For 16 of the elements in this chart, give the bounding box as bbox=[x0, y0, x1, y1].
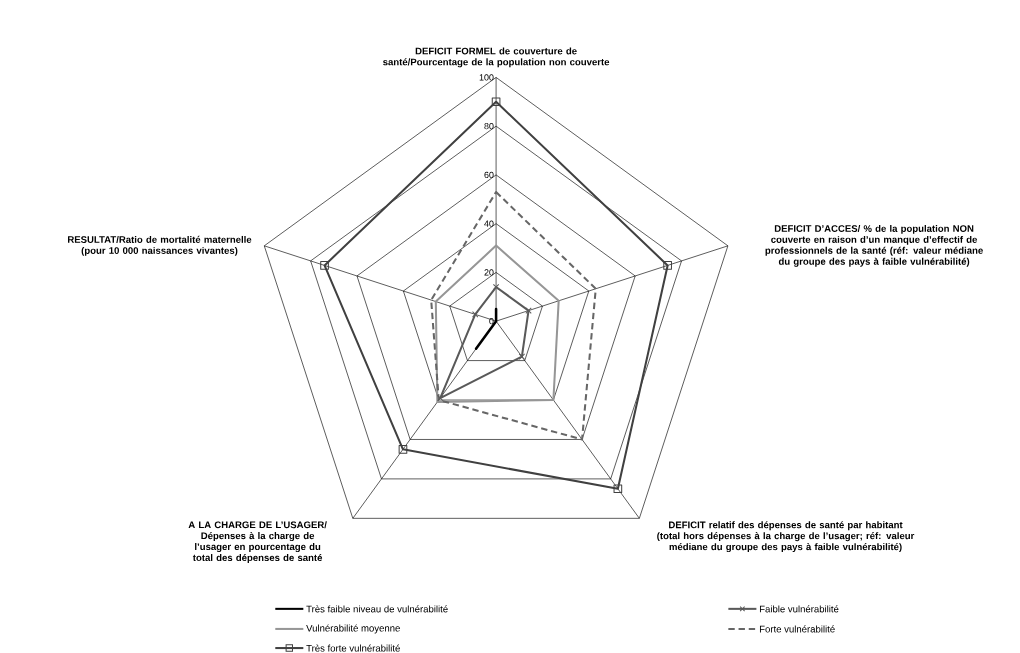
spoke-label: DEFICIT D’ACCES/ % de la population NON couverte en raison d’un manque d’effectif de professionnels de la santé (réf: valeur médiane du groupe des pays à faible vulnérabilité) bbox=[765, 224, 983, 267]
legend-label: Très faible niveau de vulnérabilité bbox=[306, 605, 448, 613]
y-tick-label: 80 bbox=[484, 123, 494, 130]
legend-label: Faible vulnérabilité bbox=[759, 605, 839, 613]
y-tick-label: 0 bbox=[489, 318, 494, 325]
legend-label: Très forte vulnérabilité bbox=[306, 644, 400, 652]
spoke-label: DEFICIT FORMEL de couverture de santé/Pourcentage de la population non couverte bbox=[383, 47, 610, 68]
y-tick-label: 20 bbox=[484, 269, 494, 276]
spoke-label: DEFICIT relatif des dépenses de santé par habitant (total hors dépenses à la charge de l’usager; réf: valeur médiane du groupe des pays à faible vulnérabilité) bbox=[657, 521, 915, 553]
y-tick-label: 60 bbox=[484, 171, 494, 179]
spoke-label: A LA CHARGE DE L’USAGER/ Dépenses à la charge de l’usager en pourcentage du total des dépenses de santé bbox=[188, 521, 327, 563]
legend-label: Vulnérabilité moyenne bbox=[306, 624, 400, 634]
y-tick-label: 40 bbox=[484, 220, 494, 227]
spoke-label: RESULTAT/Ratio de mortalité maternelle (pour 10 000 naissances vivantes) bbox=[68, 235, 252, 256]
legend-label: Forte vulnérabilité bbox=[759, 625, 835, 633]
y-tick-label: 100 bbox=[479, 74, 494, 81]
